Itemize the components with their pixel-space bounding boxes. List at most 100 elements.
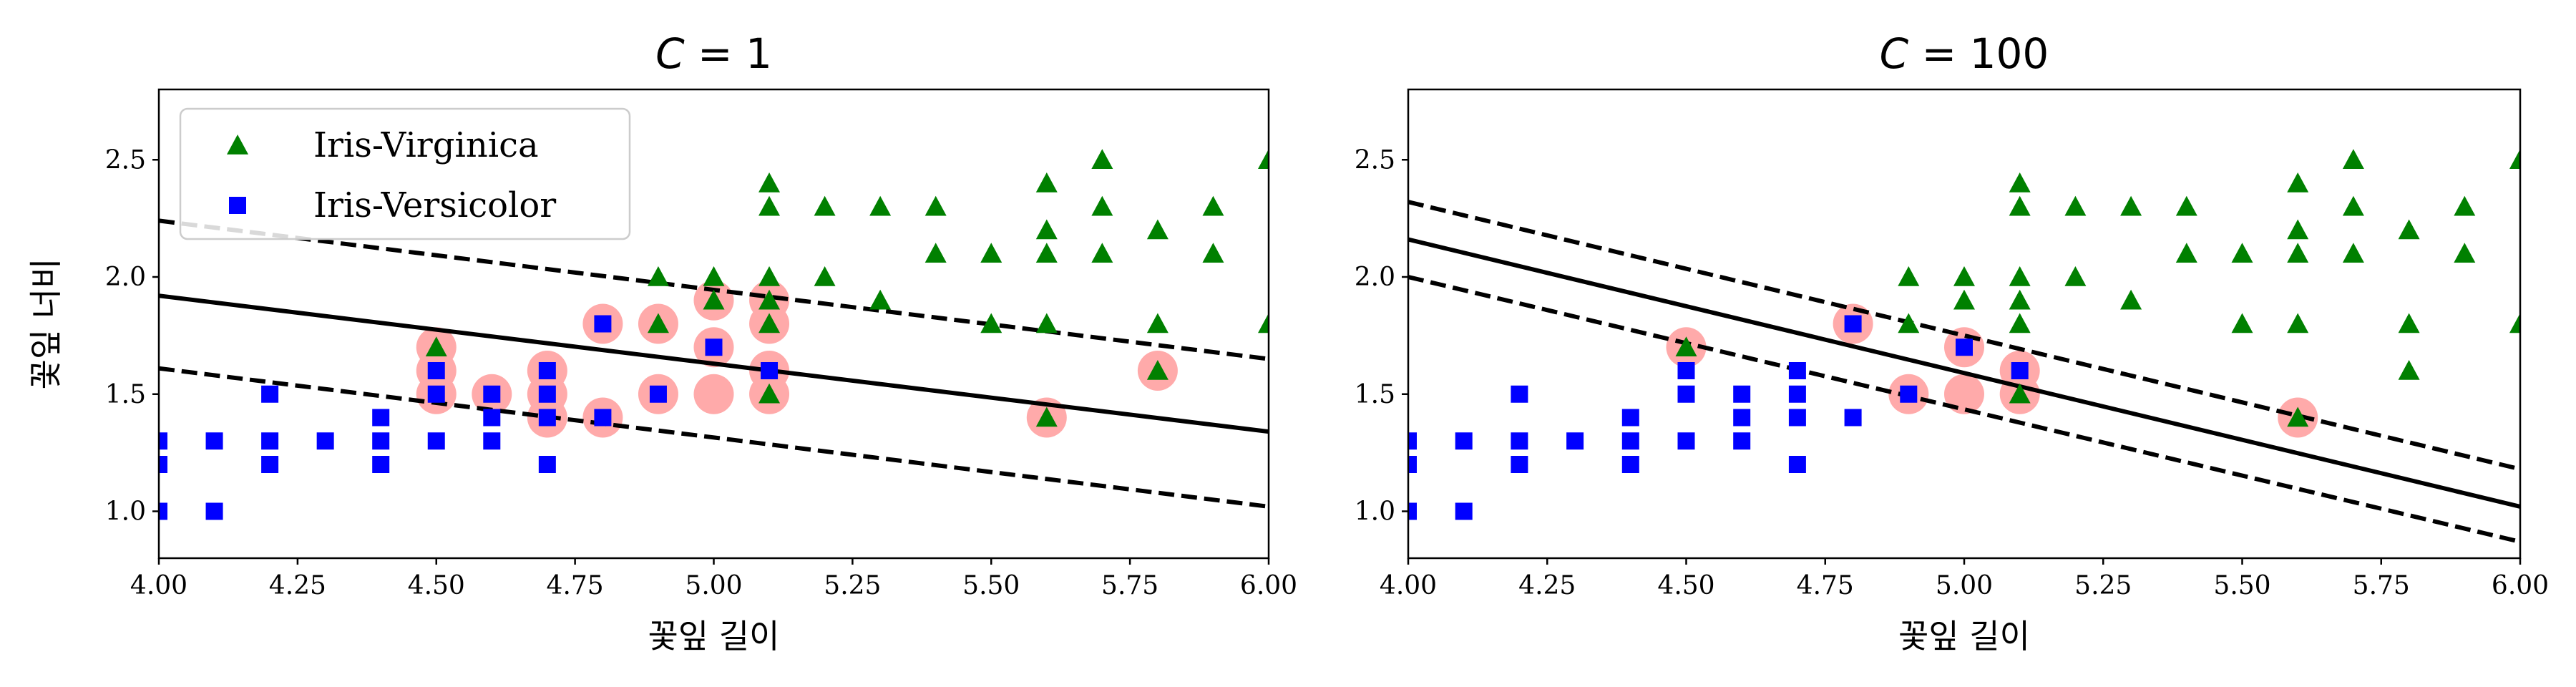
versicolor-point — [1733, 409, 1751, 427]
virginica-point — [1898, 266, 1920, 286]
versicolor-point — [1408, 456, 1417, 473]
virginica-point — [1202, 243, 1224, 263]
legend: Iris-Virginica Iris-Versicolor — [179, 107, 631, 240]
versicolor-point — [1408, 432, 1417, 450]
x-tick-label: 4.00 — [130, 571, 187, 600]
virginica-point — [1202, 195, 1224, 216]
legend-box — [179, 107, 631, 240]
virginica-point — [2287, 406, 2309, 427]
virginica-point — [2231, 243, 2253, 263]
x-tick-label: 6.00 — [2492, 571, 2549, 600]
x-tick-label: 5.75 — [2353, 571, 2410, 600]
virginica-point — [2009, 289, 2031, 310]
versicolor-point — [538, 385, 556, 403]
versicolor-point — [1455, 502, 1473, 520]
versicolor-point — [1677, 362, 1695, 379]
versicolor-point — [1844, 315, 1862, 333]
virginica-point — [2064, 195, 2087, 216]
virginica-point — [758, 266, 781, 286]
versicolor-point — [1455, 432, 1473, 450]
virginica-point — [1258, 149, 1269, 169]
virginica-point — [2342, 243, 2364, 263]
versicolor-point — [1621, 456, 1639, 473]
x-tick-label: 4.00 — [1380, 571, 1437, 600]
versicolor-point — [1956, 338, 1973, 356]
chart-panel-1: 4.00 4.25 4.50 4.75 5.00 5.25 5.50 5.75 6.00 1.0 1… — [26, 29, 1297, 656]
decision-boundary-line — [1408, 237, 2520, 509]
versicolor-point — [427, 362, 445, 379]
versicolor-point — [1733, 385, 1751, 403]
virginica-point — [2175, 195, 2197, 216]
data-points — [1408, 149, 2520, 520]
virginica-point — [2120, 289, 2142, 310]
x-tick-label: 6.00 — [1240, 571, 1297, 600]
x-tick-label: 5.00 — [685, 571, 742, 600]
x-tick-label: 4.50 — [408, 571, 465, 600]
support-vector-circle — [693, 374, 734, 414]
margin-lower-line — [1408, 275, 2520, 544]
x-tick-label: 4.75 — [547, 571, 604, 600]
y-tick-label: 1.0 — [105, 497, 146, 527]
virginica-point — [647, 313, 669, 333]
virginica-point — [1898, 313, 1920, 333]
virginica-point — [2398, 313, 2420, 333]
versicolor-point — [1788, 409, 1806, 427]
data-points — [159, 149, 1269, 520]
x-tick-label: 5.50 — [962, 571, 1020, 600]
virginica-point — [2342, 149, 2364, 169]
versicolor-point — [1677, 432, 1695, 450]
versicolor-point — [594, 315, 612, 333]
virginica-point — [2454, 195, 2476, 216]
virginica-point — [1035, 219, 1058, 240]
decision-lines — [1408, 200, 2520, 544]
virginica-point — [2064, 266, 2087, 286]
versicolor-point — [1511, 456, 1528, 473]
versicolor-point — [538, 456, 556, 473]
virginica-point — [869, 289, 892, 310]
x-tick-label: 4.75 — [1797, 571, 1854, 600]
virginica-point — [2509, 149, 2520, 169]
virginica-point — [1035, 406, 1058, 427]
versicolor-point — [483, 409, 501, 427]
virginica-point — [1091, 243, 1113, 263]
x-tick-label: 5.50 — [2213, 571, 2270, 600]
virginica-point — [814, 195, 836, 216]
x-axis-label: 꽃잎 길이 — [1898, 617, 2030, 656]
virginica-point — [2287, 243, 2309, 263]
decision-boundary-line — [159, 293, 1269, 434]
versicolor-point — [261, 385, 279, 403]
versicolor-point — [1511, 385, 1528, 403]
virginica-point — [2398, 360, 2420, 380]
versicolor-point — [1844, 409, 1862, 427]
virginica-point — [758, 172, 781, 193]
virginica-point — [2287, 219, 2309, 240]
virginica-point — [2454, 243, 2476, 263]
versicolor-point — [538, 362, 556, 379]
x-axis-label: 꽃잎 길이 — [648, 617, 780, 656]
virginica-point — [1146, 313, 1169, 333]
versicolor-point — [159, 502, 167, 520]
virginica-point — [2287, 313, 2309, 333]
virginica-point — [924, 195, 947, 216]
virginica-point — [1146, 360, 1169, 380]
virginica-point — [1035, 172, 1058, 193]
y-tick-label: 1.0 — [1355, 497, 1395, 527]
x-tick-label: 5.00 — [1936, 571, 1993, 600]
versicolor-point — [1408, 502, 1417, 520]
versicolor-point — [1788, 385, 1806, 403]
legend-triangle-marker — [227, 135, 248, 155]
virginica-point — [425, 336, 447, 356]
virginica-point — [1953, 266, 1975, 286]
decision-lines — [159, 218, 1269, 509]
virginica-point — [1091, 149, 1113, 169]
margin-lower-line — [159, 366, 1269, 509]
margin-upper-line — [1408, 200, 2520, 472]
x-tick-label: 5.75 — [1101, 571, 1158, 600]
x-tick-label: 4.25 — [1518, 571, 1576, 600]
virginica-point — [758, 383, 781, 404]
support-vector-circle — [1944, 374, 1984, 414]
versicolor-point — [483, 432, 501, 450]
versicolor-point — [483, 385, 501, 403]
versicolor-point — [538, 409, 556, 427]
